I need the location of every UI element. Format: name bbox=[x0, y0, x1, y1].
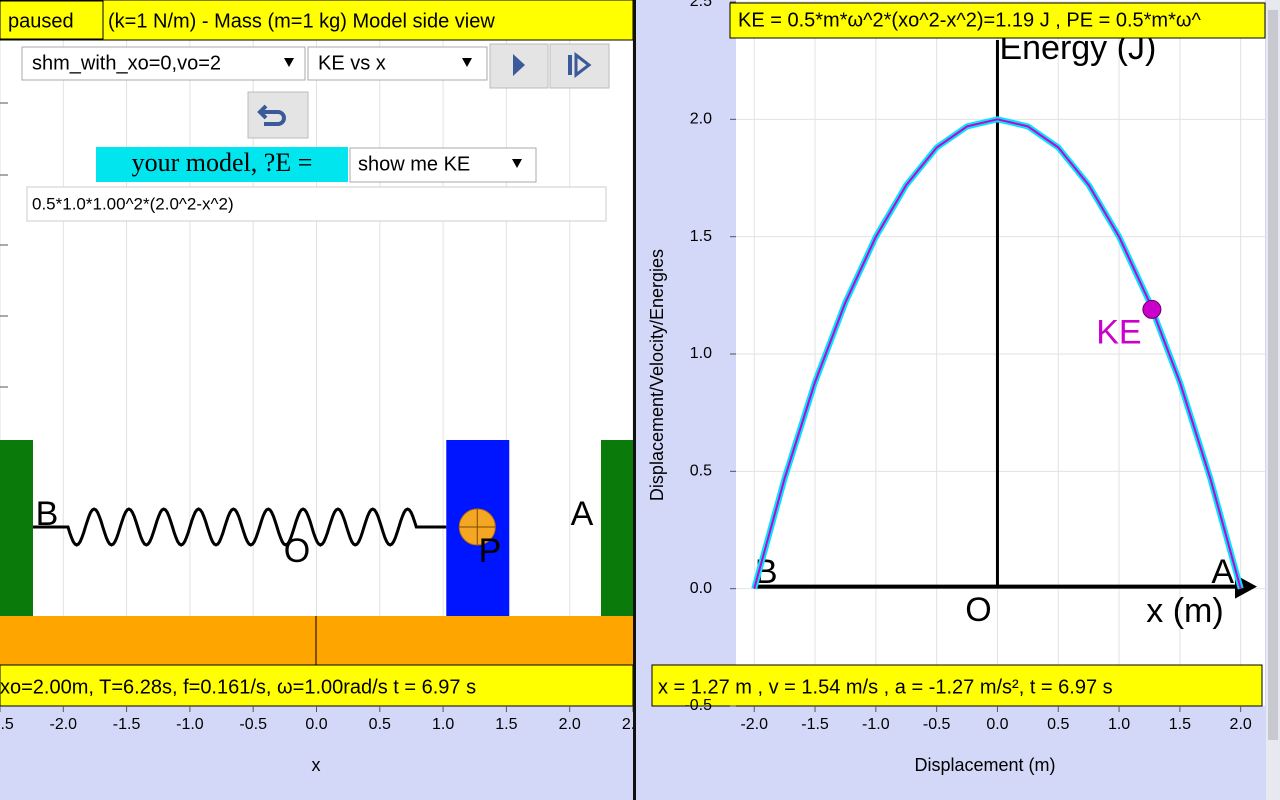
label-b: B bbox=[36, 495, 59, 533]
curve-label: KE bbox=[1096, 313, 1141, 351]
y-tick-label: 1.5 bbox=[690, 228, 712, 245]
x-tick-label: 2.5 bbox=[622, 716, 644, 733]
right-x-label: Displacement (m) bbox=[914, 755, 1055, 775]
x-tick-label: 2.0 bbox=[1230, 716, 1252, 733]
label-p: P bbox=[479, 532, 502, 570]
panel-divider bbox=[633, 0, 636, 800]
origin-label: O bbox=[965, 591, 991, 629]
label-o: O bbox=[284, 532, 310, 570]
formula-input[interactable] bbox=[26, 186, 607, 222]
model-select-text: shm_with_xo=0,vo=2 bbox=[32, 52, 221, 74]
y-tick-label: 2.5 bbox=[690, 0, 712, 10]
right-info-bar bbox=[651, 664, 1263, 707]
left-info: xo=2.00m, T=6.28s, f=0.161/s, ω=1.00rad/… bbox=[0, 676, 476, 698]
step-button[interactable] bbox=[549, 43, 610, 89]
x-tick-label: -2.0 bbox=[50, 716, 78, 733]
right-wall bbox=[601, 440, 633, 616]
formula-input-text: 0.5*1.0*1.00^2*(2.0^2-x^2) bbox=[32, 194, 234, 213]
right-panel: Energy (J)x (m)OB AKE KE = 0.5*m*ω^2*(xo^… bbox=[636, 0, 1280, 800]
play-icon bbox=[513, 54, 525, 76]
step-icon bbox=[574, 51, 592, 79]
left-x-label: x bbox=[312, 755, 321, 775]
x-tick-label: 2.0 bbox=[559, 716, 581, 733]
x-tick-label: -2.0 bbox=[740, 716, 768, 733]
model-select[interactable] bbox=[21, 46, 306, 81]
x-tick-label: -1.0 bbox=[176, 716, 204, 733]
x-tick-label: 1.5 bbox=[495, 716, 517, 733]
dropdown-arrow bbox=[284, 58, 294, 67]
y-tick-label: 0.0 bbox=[690, 580, 712, 597]
mass-ball bbox=[458, 508, 496, 546]
left-wall bbox=[0, 440, 33, 616]
x-tick-label: -1.0 bbox=[862, 716, 890, 733]
step-icon bbox=[568, 55, 572, 75]
right-y-label: Displacement/Velocity/Energies bbox=[647, 249, 667, 501]
left-x-ticks: -2.5 -2.0 -1.5 -1.0 -0.5 0.0 0.5 1.0 1.5 2.0 2.5 bbox=[0, 706, 644, 733]
y-tick-label: 0.5 bbox=[690, 463, 712, 480]
x-tick-label: 1.0 bbox=[432, 716, 454, 733]
x-tick-label: -0.5 bbox=[239, 716, 267, 733]
right-plot: Energy (J)x (m)OB AKE bbox=[751, 29, 1257, 630]
reset-button[interactable] bbox=[247, 91, 309, 139]
dropdown-arrow bbox=[512, 159, 522, 168]
scrollbar-thumb[interactable] bbox=[1268, 10, 1278, 740]
x-tick-label: 0.5 bbox=[1047, 716, 1069, 733]
dropdown-arrow bbox=[462, 58, 472, 67]
left-panel: B O P A paused (k=1 N/m) - Mass (m=1 kg)… bbox=[0, 0, 644, 775]
status-button[interactable] bbox=[0, 0, 104, 40]
x-tick-label: 1.0 bbox=[1108, 716, 1130, 733]
x-tick-label: 1.5 bbox=[1169, 716, 1191, 733]
x-tick-label: 0.0 bbox=[305, 716, 327, 733]
right-ticks: -2.0 -1.5 -1.0 -0.5 0.0 0.5 1.0 1.5 2.0 -0.5 0.0 0.… bbox=[684, 0, 1251, 733]
reset-icon bbox=[257, 104, 286, 126]
y-tick-label: 2.0 bbox=[690, 111, 712, 128]
x-tick-label: -0.5 bbox=[923, 716, 951, 733]
left-title: (k=1 N/m) - Mass (m=1 kg) Model side vie… bbox=[108, 10, 495, 32]
x-tick-label: -1.5 bbox=[113, 716, 141, 733]
label-a: A bbox=[571, 495, 594, 533]
status-button-text: paused bbox=[8, 10, 74, 32]
answer-select-text: show me KE bbox=[358, 153, 470, 175]
x-tick-label: -2.5 bbox=[0, 716, 14, 733]
right-formula-bar bbox=[729, 2, 1266, 39]
y-tick-label: -0.5 bbox=[684, 697, 712, 714]
plot-select[interactable] bbox=[307, 46, 488, 81]
ke-curve bbox=[753, 118, 1242, 589]
right-info: x = 1.27 m , v = 1.54 m/s , a = -1.27 m/… bbox=[658, 676, 1113, 698]
ke-point bbox=[1142, 299, 1162, 319]
right-formula: KE = 0.5*m*ω^2*(xo^2-x^2)=1.19 J , PE = … bbox=[738, 9, 1201, 31]
left-info-bar bbox=[0, 664, 633, 707]
x-tick-label: -1.5 bbox=[801, 716, 829, 733]
model-label: your model, ?E = bbox=[132, 148, 313, 177]
left-title-bar bbox=[0, 0, 633, 41]
x-tick-label: 0.5 bbox=[369, 716, 391, 733]
spring bbox=[33, 507, 447, 547]
plot-select-text: KE vs x bbox=[318, 52, 386, 74]
y-tick-label: 1.0 bbox=[690, 345, 712, 362]
model-label-box bbox=[96, 147, 348, 182]
end-label-a: A bbox=[1211, 553, 1234, 591]
x-tick-label: 0.0 bbox=[986, 716, 1008, 733]
x-axis-title: x (m) bbox=[1146, 592, 1223, 630]
answer-select[interactable] bbox=[349, 147, 537, 183]
